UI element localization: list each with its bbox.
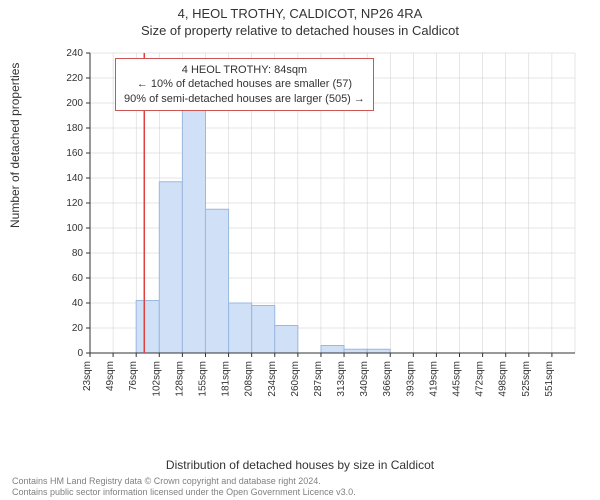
svg-text:287sqm: 287sqm <box>313 361 324 397</box>
footer-line1: Contains HM Land Registry data © Crown c… <box>12 476 356 487</box>
svg-text:0: 0 <box>77 348 83 359</box>
svg-text:60: 60 <box>72 273 84 284</box>
svg-text:200: 200 <box>66 98 83 109</box>
svg-text:366sqm: 366sqm <box>382 361 393 397</box>
svg-text:181sqm: 181sqm <box>221 361 232 397</box>
svg-text:120: 120 <box>66 198 83 209</box>
svg-text:340sqm: 340sqm <box>359 361 370 397</box>
svg-text:551sqm: 551sqm <box>544 361 555 397</box>
footer-line2: Contains public sector information licen… <box>12 487 356 498</box>
svg-text:260sqm: 260sqm <box>290 361 301 397</box>
footer-attribution: Contains HM Land Registry data © Crown c… <box>12 476 356 498</box>
svg-text:100: 100 <box>66 223 83 234</box>
svg-text:180: 180 <box>66 123 83 134</box>
svg-text:140: 140 <box>66 173 83 184</box>
svg-text:20: 20 <box>72 323 84 334</box>
svg-text:393sqm: 393sqm <box>405 361 416 397</box>
annotation-line1: 4 HEOL TROTHY: 84sqm <box>124 63 365 77</box>
svg-text:80: 80 <box>72 248 84 259</box>
page-title: 4, HEOL TROTHY, CALDICOT, NP26 4RA <box>0 0 600 21</box>
svg-text:160: 160 <box>66 148 83 159</box>
svg-text:76sqm: 76sqm <box>128 361 139 391</box>
svg-text:40: 40 <box>72 298 84 309</box>
svg-text:419sqm: 419sqm <box>428 361 439 397</box>
svg-text:240: 240 <box>66 48 83 59</box>
svg-text:155sqm: 155sqm <box>197 361 208 397</box>
y-axis-label: Number of detached properties <box>8 63 22 228</box>
svg-text:525sqm: 525sqm <box>521 361 532 397</box>
svg-text:234sqm: 234sqm <box>267 361 278 397</box>
svg-text:313sqm: 313sqm <box>336 361 347 397</box>
svg-text:498sqm: 498sqm <box>498 361 509 397</box>
svg-text:445sqm: 445sqm <box>452 361 463 397</box>
page-subtitle: Size of property relative to detached ho… <box>0 21 600 38</box>
svg-text:23sqm: 23sqm <box>82 361 93 391</box>
svg-text:472sqm: 472sqm <box>475 361 486 397</box>
annotation-box: 4 HEOL TROTHY: 84sqm ← 10% of detached h… <box>115 58 374 111</box>
x-axis-label: Distribution of detached houses by size … <box>0 458 600 472</box>
svg-text:102sqm: 102sqm <box>151 361 162 397</box>
svg-text:49sqm: 49sqm <box>105 361 116 391</box>
annotation-line3: 90% of semi-detached houses are larger (… <box>124 92 365 106</box>
svg-text:220: 220 <box>66 73 83 84</box>
annotation-line2: ← 10% of detached houses are smaller (57… <box>124 77 365 91</box>
svg-text:208sqm: 208sqm <box>244 361 255 397</box>
svg-text:128sqm: 128sqm <box>174 361 185 397</box>
